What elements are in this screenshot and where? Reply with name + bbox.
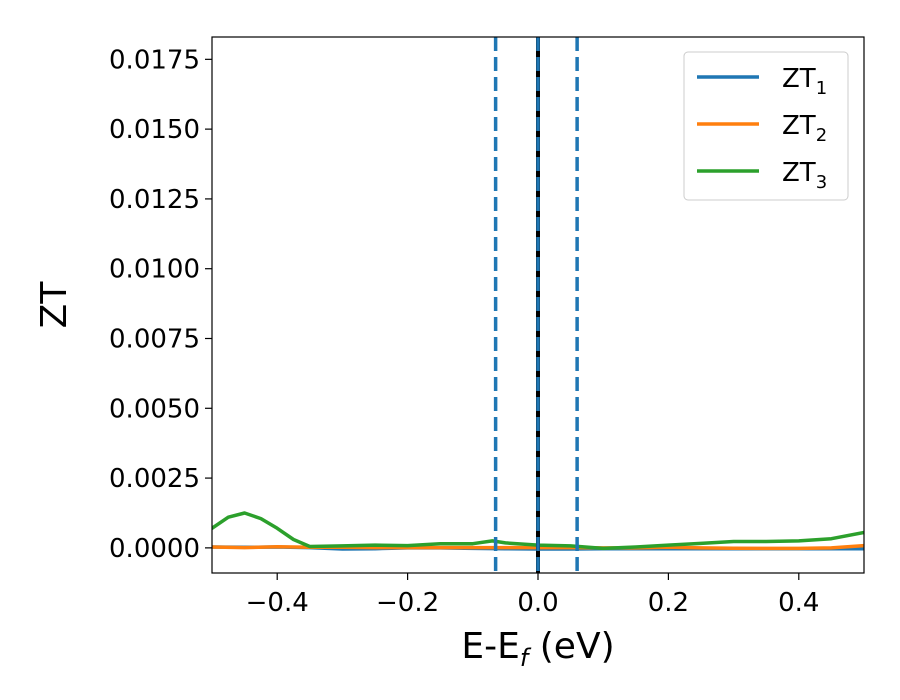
x-axis-title: E-Ef (eV) — [461, 626, 614, 672]
legend-label-zt3: ZT3 — [782, 158, 827, 193]
y-tick-label: 0.0125 — [109, 185, 200, 215]
series-line-zt3 — [212, 511, 864, 551]
x-axis-title-unit: (eV) — [528, 626, 614, 667]
legend-label-zt1: ZT1 — [782, 64, 827, 99]
legend-label-main: ZT — [782, 111, 816, 141]
x-axis-title-main: E-E — [461, 626, 519, 667]
legend-label-zt2: ZT2 — [782, 111, 827, 146]
y-axis-ticks: 0.0000 0.0025 0.0050 0.0075 0.0100 0.0125 0.01… — [109, 45, 212, 564]
x-tick-label: −0.4 — [246, 588, 309, 618]
x-tick-label: 0.4 — [778, 588, 819, 618]
x-tick-label: −0.2 — [376, 588, 439, 618]
reference-lines — [493, 37, 579, 573]
y-axis-title: ZT — [34, 281, 75, 329]
legend-label-subscript: 1 — [816, 78, 827, 99]
legend-box — [683, 51, 849, 201]
legend-label-subscript: 2 — [816, 125, 827, 146]
y-tick-label: 0.0025 — [109, 464, 200, 494]
plot-area-frame — [211, 36, 865, 574]
y-tick-label: 0.0075 — [109, 325, 200, 355]
y-tick-label: 0.0150 — [109, 115, 200, 145]
legend-label-subscript: 3 — [816, 172, 827, 193]
y-tick-label: 0.0100 — [109, 255, 200, 285]
legend-label-main: ZT — [782, 64, 816, 94]
x-tick-label: 0.2 — [648, 588, 689, 618]
y-tick-label: 0.0175 — [109, 45, 200, 75]
x-tick-label: 0.0 — [517, 588, 558, 618]
x-axis-ticks: −0.4 −0.2 0.0 0.2 0.4 — [246, 573, 819, 618]
y-tick-label: 0.0000 — [109, 534, 200, 564]
legend-label-main: ZT — [782, 158, 816, 188]
y-tick-label: 0.0050 — [109, 394, 200, 424]
